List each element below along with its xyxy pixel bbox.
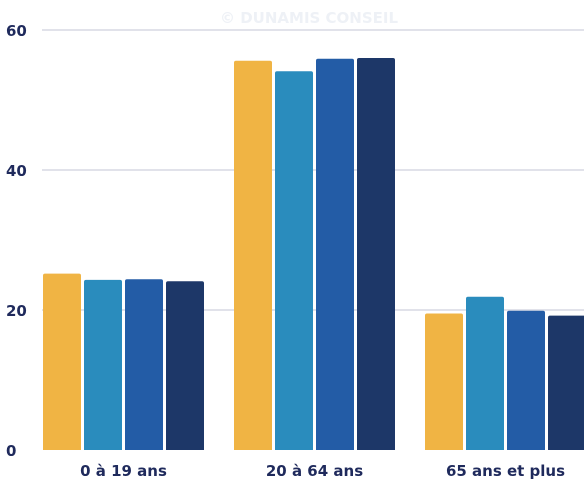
y-tick-label: 20 — [6, 302, 27, 320]
bar — [43, 273, 81, 450]
bar — [357, 58, 395, 450]
bar — [548, 315, 584, 450]
bar — [166, 281, 204, 450]
bar — [275, 71, 313, 451]
bar-layer — [43, 58, 584, 451]
y-tick-label: 40 — [6, 162, 27, 180]
y-tick-label: 0 — [6, 442, 16, 460]
bar — [507, 310, 545, 450]
bar — [125, 279, 163, 450]
x-axis-ticks: 0 à 19 ans 20 à 64 ans 65 ans et plus — [80, 462, 565, 480]
bar — [234, 60, 272, 451]
bar — [466, 296, 504, 450]
y-tick-label: 60 — [6, 22, 27, 40]
y-axis-ticks: 0 20 40 60 — [6, 22, 27, 460]
x-tick-label: 0 à 19 ans — [80, 462, 167, 480]
bar — [316, 58, 354, 450]
x-tick-label: 65 ans et plus — [446, 462, 565, 480]
watermark: © DUNAMIS CONSEIL — [220, 9, 399, 27]
bar — [425, 313, 463, 450]
bar — [84, 279, 122, 450]
x-tick-label: 20 à 64 ans — [266, 462, 363, 480]
